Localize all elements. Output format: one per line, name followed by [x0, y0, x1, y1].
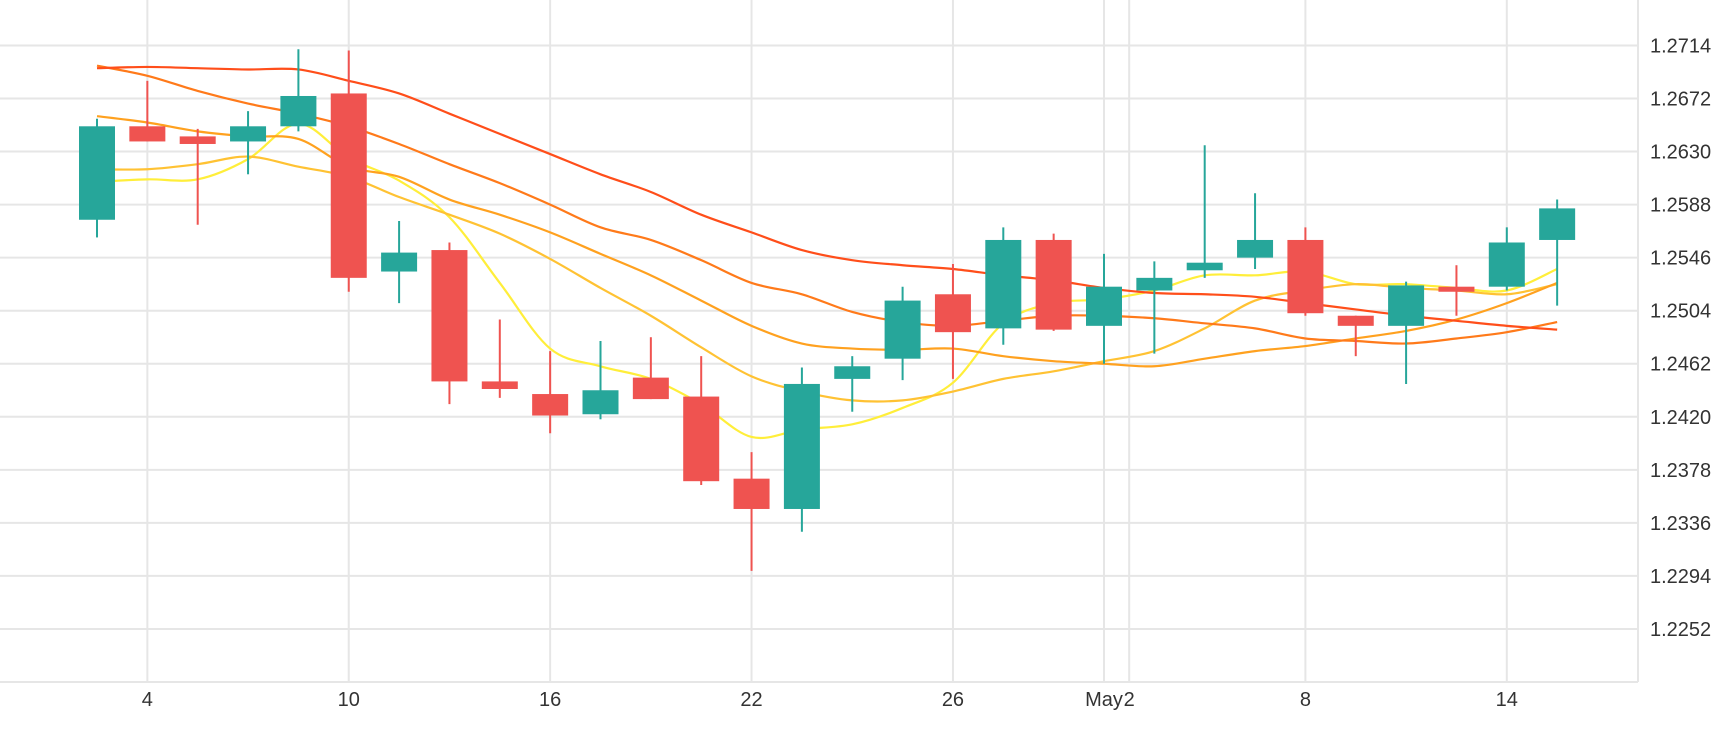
candle-body: [884, 300, 921, 359]
candle-body: [582, 390, 619, 415]
candle-body: [1136, 277, 1173, 291]
candle-body: [79, 126, 115, 220]
y-tick-label: 1.2504: [1650, 301, 1711, 323]
y-tick-label: 1.2672: [1650, 89, 1711, 111]
x-tick-label: 10: [338, 689, 360, 711]
y-tick-label: 1.2378: [1650, 460, 1711, 482]
candle-body: [1287, 239, 1324, 314]
x-tick-label: 4: [142, 689, 153, 711]
candle-body: [632, 377, 669, 400]
y-tick-label: 1.2252: [1650, 619, 1711, 641]
candle-body: [1186, 262, 1223, 271]
candle-body: [532, 394, 569, 416]
candle-body: [1086, 286, 1122, 326]
candles: [79, 49, 1576, 571]
x-tick-label: 2: [1124, 689, 1135, 711]
y-tick-label: 1.2336: [1650, 513, 1711, 535]
y-tick-label: 1.2462: [1650, 354, 1711, 376]
candle-body: [129, 126, 166, 142]
moving-average-line: [96, 115, 1558, 368]
y-tick-label: 1.2714: [1650, 35, 1711, 57]
candle-body: [1438, 286, 1475, 292]
candle-body: [481, 381, 518, 389]
y-tick-label: 1.2588: [1650, 195, 1711, 217]
candle-body: [733, 478, 770, 509]
candle-body: [1488, 242, 1525, 287]
candle-body: [834, 366, 871, 379]
x-tick-label: 22: [740, 689, 762, 711]
axes: 1.2714 1.2672 1.2630 1.2588 1.2546 1.2504 1.24…: [142, 35, 1711, 711]
candle-body: [330, 93, 367, 278]
x-tick-label: 8: [1300, 689, 1311, 711]
candle-body: [1035, 239, 1072, 330]
y-tick-label: 1.2294: [1650, 566, 1711, 588]
x-tick-label: May: [1085, 689, 1123, 711]
candle-body: [1237, 239, 1274, 258]
candle-body: [381, 252, 418, 272]
y-tick-label: 1.2546: [1650, 248, 1711, 270]
x-tick-label: 14: [1496, 689, 1518, 711]
y-tick-label: 1.2630: [1650, 142, 1711, 164]
x-tick-label: 26: [942, 689, 964, 711]
candle-body: [230, 126, 267, 142]
candle-body: [934, 294, 971, 333]
candle-body: [985, 239, 1022, 329]
x-tick-label: 16: [539, 689, 561, 711]
candle-body: [1388, 285, 1425, 326]
candle-body: [783, 383, 820, 509]
candle-body: [179, 136, 216, 144]
candle-body: [1337, 315, 1374, 326]
candle-body: [280, 95, 317, 127]
candle-body: [683, 396, 720, 482]
candle-body: [431, 250, 468, 382]
candle-body: [1539, 208, 1576, 240]
y-tick-label: 1.2420: [1650, 407, 1711, 429]
